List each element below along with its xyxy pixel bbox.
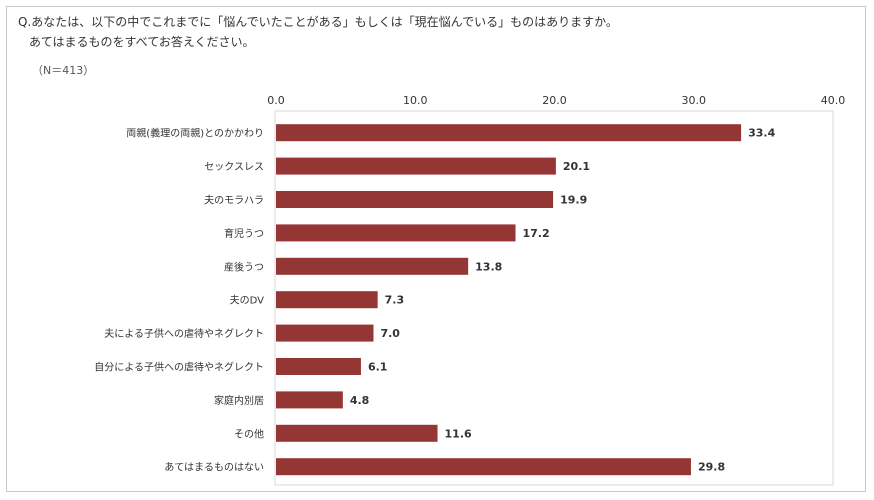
category-label: 自分による子供への虐待やネグレクト xyxy=(94,361,264,374)
x-tick-label: 0.0 xyxy=(267,94,285,107)
x-tick-label: 10.0 xyxy=(403,94,428,107)
category-label: 夫による子供への虐待やネグレクト xyxy=(104,327,264,340)
bar xyxy=(276,424,438,442)
value-label: 4.8 xyxy=(350,394,370,407)
value-label: 11.6 xyxy=(445,427,472,440)
x-tick-label: 20.0 xyxy=(542,94,567,107)
sample-size-note: （N＝413） xyxy=(32,64,95,77)
category-label: その他 xyxy=(234,427,264,440)
value-label: 19.9 xyxy=(560,194,587,207)
x-tick-label: 40.0 xyxy=(821,94,846,107)
category-label: 育児うつ xyxy=(224,227,264,240)
value-label: 13.8 xyxy=(475,260,502,273)
category-label: 夫のDV xyxy=(230,295,265,307)
bar xyxy=(276,157,556,175)
category-label: 産後うつ xyxy=(224,260,264,273)
bar xyxy=(276,324,374,342)
category-label: 家庭内別居 xyxy=(214,394,264,407)
bar xyxy=(276,257,469,275)
value-label: 7.3 xyxy=(385,294,405,307)
bar xyxy=(276,124,742,142)
bar xyxy=(276,224,516,242)
bar xyxy=(276,391,343,409)
category-label: セックスレス xyxy=(204,161,264,173)
bar xyxy=(276,458,691,476)
category-label: 夫のモラハラ xyxy=(204,195,264,207)
bar xyxy=(276,291,378,309)
question-text: Q.あなたは、以下の中でこれまでに「悩んでいたことがある」もしくは「現在悩んでい… xyxy=(18,12,618,52)
plot-area xyxy=(274,110,834,486)
category-label: あてはまるものはない xyxy=(164,462,264,474)
value-label: 17.2 xyxy=(523,227,550,240)
category-label: 両親(義理の両親)とのかかわり xyxy=(126,127,264,140)
bar xyxy=(276,358,361,375)
x-tick-label: 30.0 xyxy=(682,94,707,107)
value-label: 7.0 xyxy=(380,327,400,340)
value-label: 33.4 xyxy=(748,127,775,140)
value-label: 20.1 xyxy=(563,160,590,173)
question-line-2: あてはまるものをすべてお答えください。 xyxy=(29,35,255,49)
value-label: 6.1 xyxy=(368,361,388,374)
value-label: 29.8 xyxy=(698,461,725,474)
chart-frame xyxy=(6,6,866,492)
bar xyxy=(276,191,554,208)
question-line-1: Q.あなたは、以下の中でこれまでに「悩んでいたことがある」もしくは「現在悩んでい… xyxy=(18,15,618,29)
